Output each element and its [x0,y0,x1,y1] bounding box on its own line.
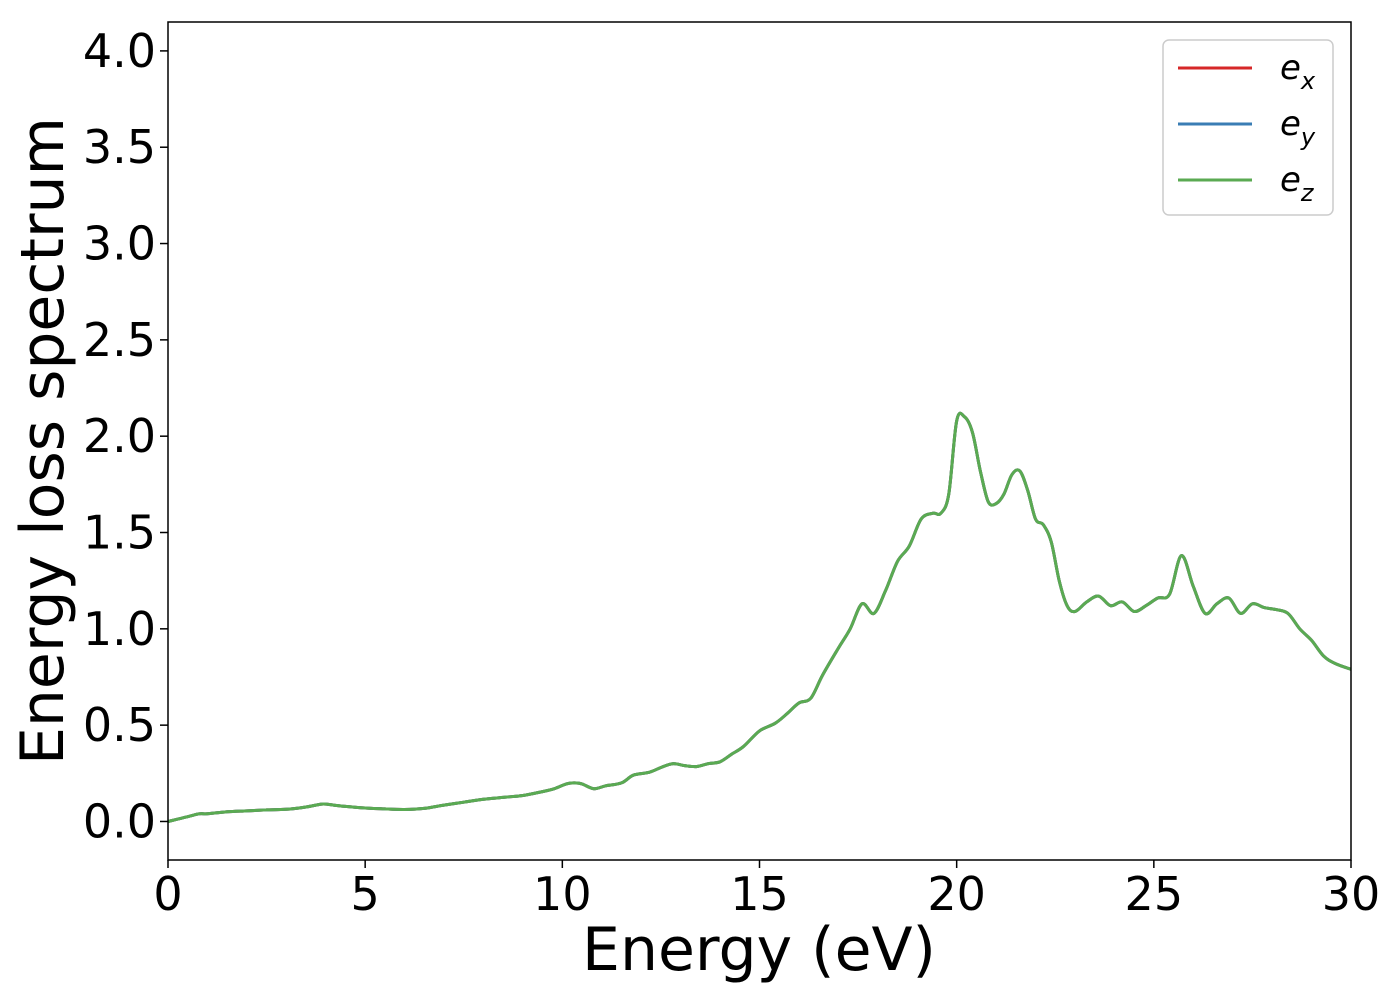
y-tick-label: 1.5 [83,506,156,560]
x-tick-label: 5 [351,867,380,921]
y-tick-label: 4.0 [83,24,156,78]
y-tick-label: 2.5 [83,313,156,367]
legend: ex ey ez [1162,39,1334,216]
y-axis-title: Energy loss spectrum [8,117,78,765]
series-line-e-x [167,411,1352,823]
x-tick-label: 20 [927,867,986,921]
plot-lines [167,411,1352,823]
legend-box [1162,39,1334,216]
legend-label-y: ey [1280,104,1316,151]
y-tick-label: 3.0 [83,217,156,271]
legend-label-x: ex [1280,48,1316,95]
y-tick-label: 2.0 [83,409,156,463]
y-tick-label: 3.5 [83,120,156,174]
x-axis-ticks: 0 5 10 15 20 25 30 [153,860,1380,921]
x-tick-label: 15 [730,867,789,921]
x-tick-label: 0 [153,867,182,921]
x-axis-title: Energy (eV) [582,915,936,985]
legend-label-z: ez [1280,160,1315,207]
y-tick-label: 0.0 [83,794,156,848]
x-tick-label: 25 [1125,867,1184,921]
x-tick-label: 10 [533,867,592,921]
y-axis-ticks: 0.0 0.5 1.0 1.5 2.0 2.5 3.0 3.5 4.0 [83,24,168,848]
series-line-e-z [167,411,1352,823]
series-line-e-y [167,411,1352,823]
y-tick-label: 0.5 [83,698,156,752]
x-tick-label: 30 [1322,867,1381,921]
y-tick-label: 1.0 [83,602,156,656]
